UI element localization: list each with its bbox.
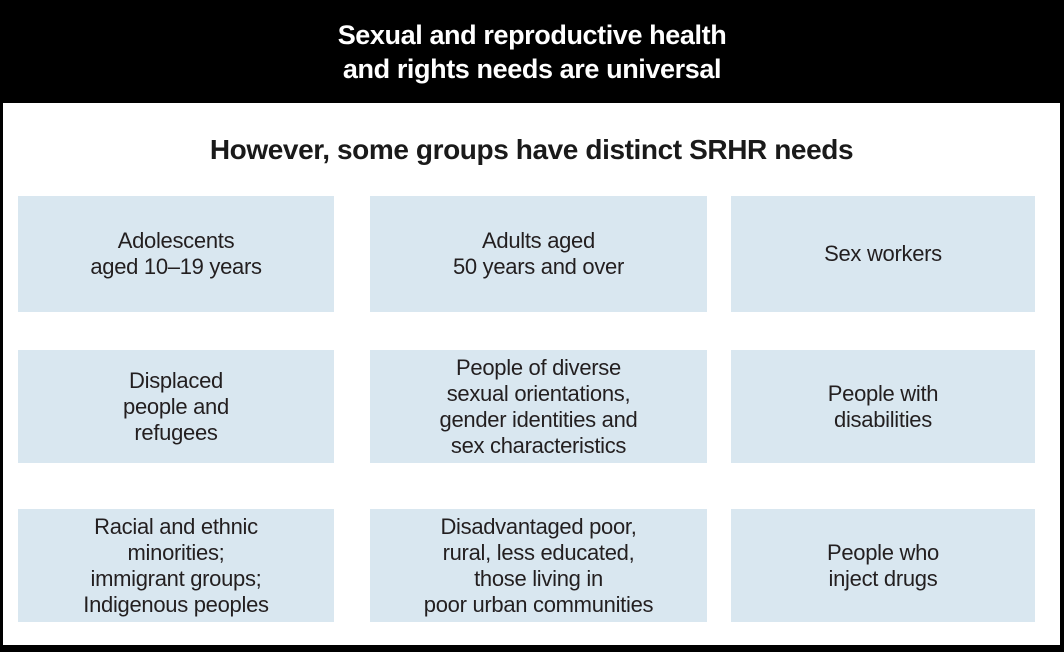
frame-border-left [0,0,3,652]
group-box-disadvantaged: Disadvantaged poor, rural, less educated… [370,509,707,622]
group-box-minorities-indigenous: Racial and ethnic minorities; immigrant … [18,509,334,622]
figure-title: Sexual and reproductive health and right… [337,19,727,84]
group-box-adults-50-over: Adults aged 50 years and over [370,196,707,312]
group-box-disabilities: People with disabilities [731,350,1035,463]
group-label: Disadvantaged poor, rural, less educated… [423,513,654,617]
subtitle-band: However, some groups have distinct SRHR … [3,103,1060,196]
frame-border-bottom [0,645,1064,652]
figure-header: Sexual and reproductive health and right… [0,0,1064,103]
frame-border-right [1060,0,1064,652]
group-label: Sex workers [824,241,942,266]
group-label: Displaced people and refugees [123,367,229,445]
group-label: People with disabilities [827,380,939,432]
group-box-inject-drugs: People who inject drugs [731,509,1035,622]
group-box-displaced-refugees: Displaced people and refugees [18,350,334,463]
group-box-diverse-sogisc: People of diverse sexual orientations, g… [370,350,707,463]
group-label: Adults aged 50 years and over [452,228,624,279]
group-label: Racial and ethnic minorities; immigrant … [83,513,269,617]
group-label: Adolescents aged 10–19 years [90,228,262,279]
group-label: People of diverse sexual orientations, g… [439,354,638,458]
figure-subtitle: However, some groups have distinct SRHR … [209,133,854,165]
group-label: People who inject drugs [827,539,939,591]
group-box-adolescents: Adolescents aged 10–19 years [18,196,334,312]
group-box-sex-workers: Sex workers [731,196,1035,312]
